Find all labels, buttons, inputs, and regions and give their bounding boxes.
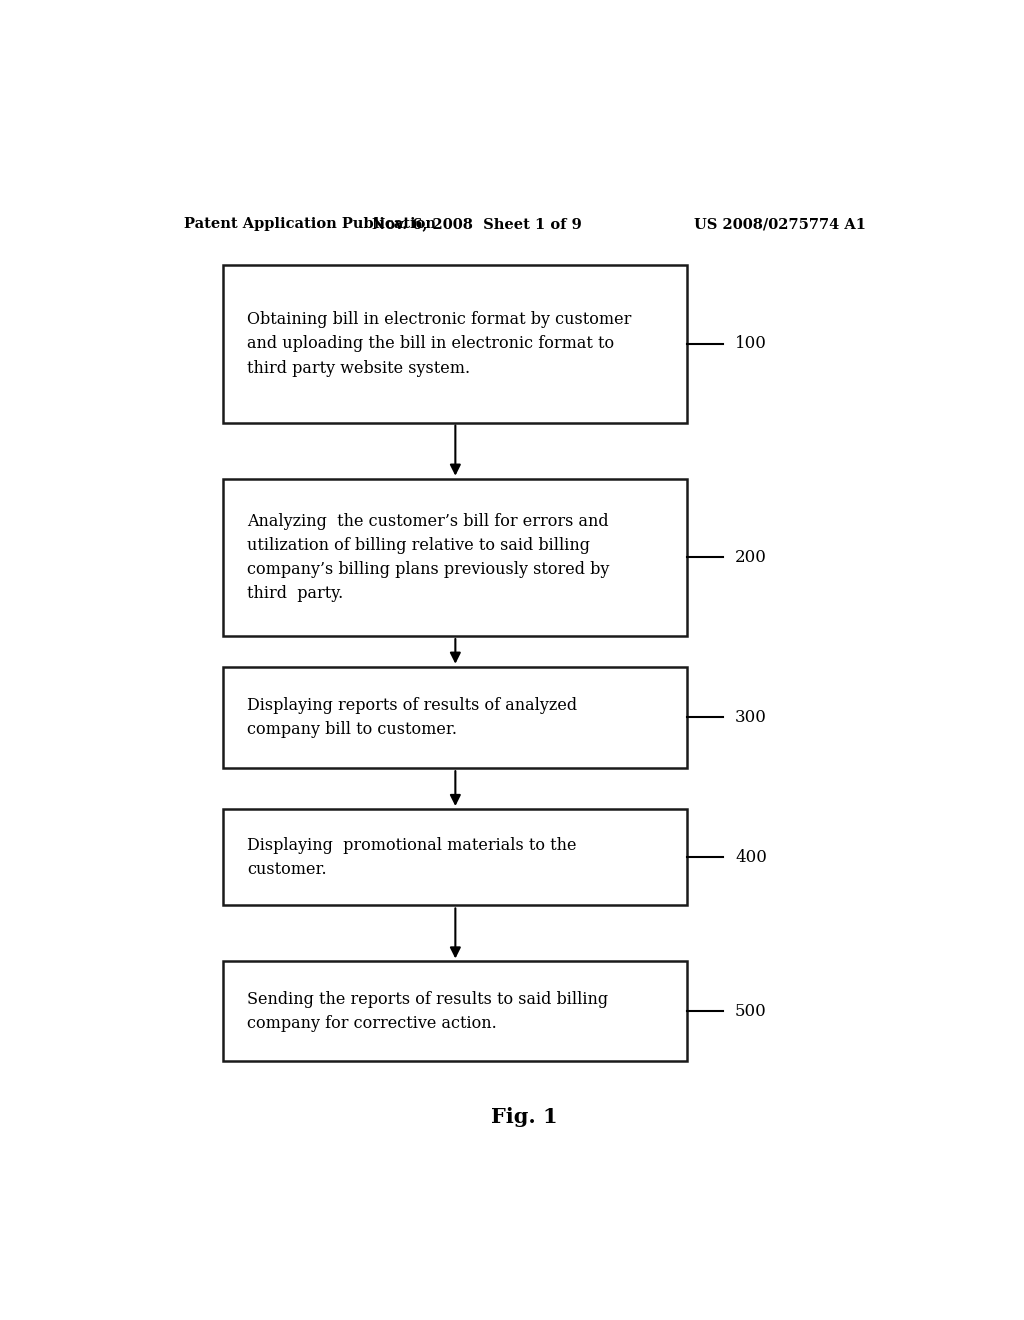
- Bar: [223, 667, 687, 768]
- Text: Displaying  promotional materials to the
customer.: Displaying promotional materials to the …: [247, 837, 577, 878]
- Text: Patent Application Publication: Patent Application Publication: [183, 218, 435, 231]
- Text: Fig. 1: Fig. 1: [492, 1107, 558, 1127]
- Bar: [223, 479, 687, 636]
- Text: 200: 200: [735, 549, 767, 566]
- Text: Analyzing  the customer’s bill for errors and
utilization of billing relative to: Analyzing the customer’s bill for errors…: [247, 512, 609, 602]
- Text: Sending the reports of results to said billing
company for corrective action.: Sending the reports of results to said b…: [247, 990, 608, 1032]
- Bar: [223, 809, 687, 906]
- Bar: [223, 961, 687, 1061]
- Text: US 2008/0275774 A1: US 2008/0275774 A1: [694, 218, 866, 231]
- Text: 300: 300: [735, 709, 767, 726]
- Text: 100: 100: [735, 335, 767, 352]
- Bar: [223, 265, 687, 422]
- Text: 500: 500: [735, 1003, 767, 1019]
- Text: Nov. 6, 2008  Sheet 1 of 9: Nov. 6, 2008 Sheet 1 of 9: [373, 218, 582, 231]
- Text: 400: 400: [735, 849, 767, 866]
- Text: Displaying reports of results of analyzed
company bill to customer.: Displaying reports of results of analyze…: [247, 697, 578, 738]
- Text: Obtaining bill in electronic format by customer
and uploading the bill in electr: Obtaining bill in electronic format by c…: [247, 312, 632, 376]
